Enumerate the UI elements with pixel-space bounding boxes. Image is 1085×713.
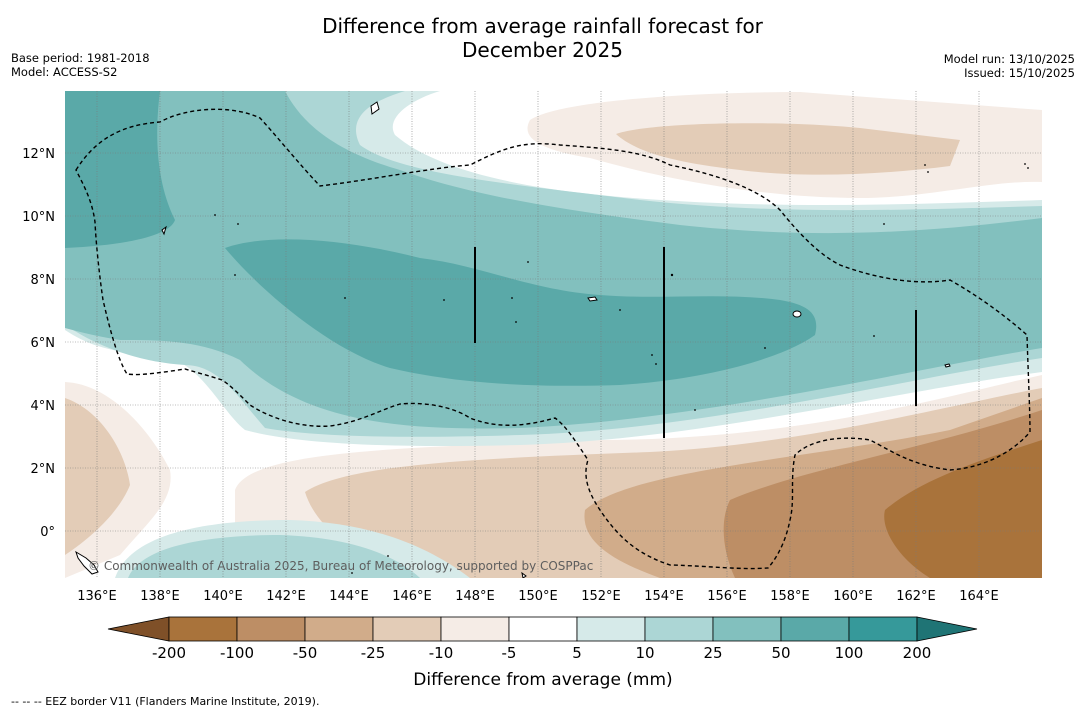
- island-chuuk: [587, 296, 598, 302]
- lat-label: 12°N: [22, 147, 55, 162]
- chart-title: Difference from average rainfall forecas…: [0, 14, 1085, 62]
- island-pohnpei: [792, 310, 802, 318]
- colorbar-title: Difference from average (mm): [413, 670, 672, 690]
- eez-footnote: -- -- -- EEZ border V11 (Flanders Marine…: [11, 695, 320, 708]
- lon-label: 156°E: [707, 589, 747, 604]
- dry-region-southwest-inner: [65, 398, 130, 555]
- colorbar-swatch: [168, 616, 238, 642]
- colorbar-swatch: [304, 616, 374, 642]
- lat-label: 0°: [40, 525, 55, 540]
- lon-label: 152°E: [581, 589, 621, 604]
- island-kosrae: [944, 363, 951, 368]
- lon-label: 138°E: [140, 589, 180, 604]
- colorbar: -200 -100 -50 -25 -10 -5 5 10 25 50 100 …: [107, 616, 978, 690]
- lon-label: 150°E: [518, 589, 558, 604]
- marker-lines: [474, 247, 917, 438]
- island-palau: [161, 225, 167, 236]
- rainfall-map: © Commonwealth of Australia 2025, Bureau…: [65, 91, 1042, 578]
- colorbar-swatch: [712, 616, 782, 642]
- lon-label: 144°E: [329, 589, 369, 604]
- lat-label: 10°N: [22, 210, 55, 225]
- colorbar-swatch: [576, 616, 646, 642]
- colorbar-labels: -200 -100 -50 -25 -10 -5 5 10 25 50 100 …: [152, 644, 931, 662]
- dry-region-south-200: [884, 440, 1042, 578]
- colorbar-swatch: [372, 616, 442, 642]
- eez-border: [75, 108, 1031, 570]
- colorbar-label: 50: [771, 644, 790, 662]
- model-label: Model: ACCESS-S2: [11, 65, 118, 79]
- lon-label: 160°E: [833, 589, 873, 604]
- colorbar-label: -10: [429, 644, 454, 662]
- lon-labels: 136°E 138°E 140°E 142°E 144°E 146°E 148°…: [77, 589, 999, 604]
- lat-label: 6°N: [31, 336, 56, 351]
- base-period-label: Base period: 1981-2018: [11, 51, 150, 65]
- islands: [75, 101, 951, 578]
- lat-label: 8°N: [31, 273, 56, 288]
- colorbar-swatch: [644, 616, 714, 642]
- lat-label: 2°N: [31, 462, 56, 477]
- island-guam: [370, 101, 380, 115]
- colorbar-label: 100: [835, 644, 864, 662]
- copyright-text: © Commonwealth of Australia 2025, Bureau…: [88, 559, 593, 573]
- colorbar-label: 25: [703, 644, 722, 662]
- colorbar-swatch: [780, 616, 850, 642]
- colorbar-label: -5: [502, 644, 517, 662]
- colorbar-swatch: [440, 616, 510, 642]
- wet-region-50-central: [225, 239, 817, 386]
- lon-label: 146°E: [392, 589, 432, 604]
- graticule: [65, 91, 1042, 578]
- issued-label: Issued: 15/10/2025: [964, 66, 1075, 80]
- colorbar-label: -50: [293, 644, 318, 662]
- lon-label: 162°E: [896, 589, 936, 604]
- lon-label: 164°E: [959, 589, 999, 604]
- title-line-1: Difference from average rainfall forecas…: [322, 14, 763, 38]
- island-bougainville: [521, 571, 527, 578]
- colorbar-label: 10: [635, 644, 654, 662]
- lat-labels: 12°N 10°N 8°N 6°N 4°N 2°N 0°: [22, 147, 55, 540]
- colorbar-label: -25: [361, 644, 386, 662]
- model-run-label: Model run: 13/10/2025: [943, 52, 1075, 66]
- lat-label: 4°N: [31, 399, 56, 414]
- lon-label: 158°E: [770, 589, 810, 604]
- lon-label: 148°E: [455, 589, 495, 604]
- run-info: Model run: 13/10/2025 Issued: 15/10/2025: [944, 52, 1075, 80]
- wet-region-south-10: [128, 535, 420, 578]
- title-line-2: December 2025: [462, 38, 623, 62]
- colorbar-label: 200: [903, 644, 932, 662]
- lon-label: 140°E: [203, 589, 243, 604]
- lon-label: 136°E: [77, 589, 117, 604]
- colorbar-label: -200: [152, 644, 186, 662]
- colorbar-arrow-right: [916, 616, 978, 642]
- colorbar-swatch: [848, 616, 918, 642]
- colorbar-label: -100: [220, 644, 254, 662]
- model-info: Base period: 1981-2018 Model: ACCESS-S2: [11, 51, 150, 79]
- colorbar-label: 5: [572, 644, 582, 662]
- island-new-ireland: [75, 550, 99, 575]
- colorbar-swatch: [236, 616, 306, 642]
- lon-label: 154°E: [644, 589, 684, 604]
- colorbar-swatch: [508, 616, 578, 642]
- dry-region-north-inner: [616, 123, 960, 175]
- lon-label: 142°E: [266, 589, 306, 604]
- atolls: [214, 163, 1029, 574]
- colorbar-arrow-left: [107, 616, 170, 642]
